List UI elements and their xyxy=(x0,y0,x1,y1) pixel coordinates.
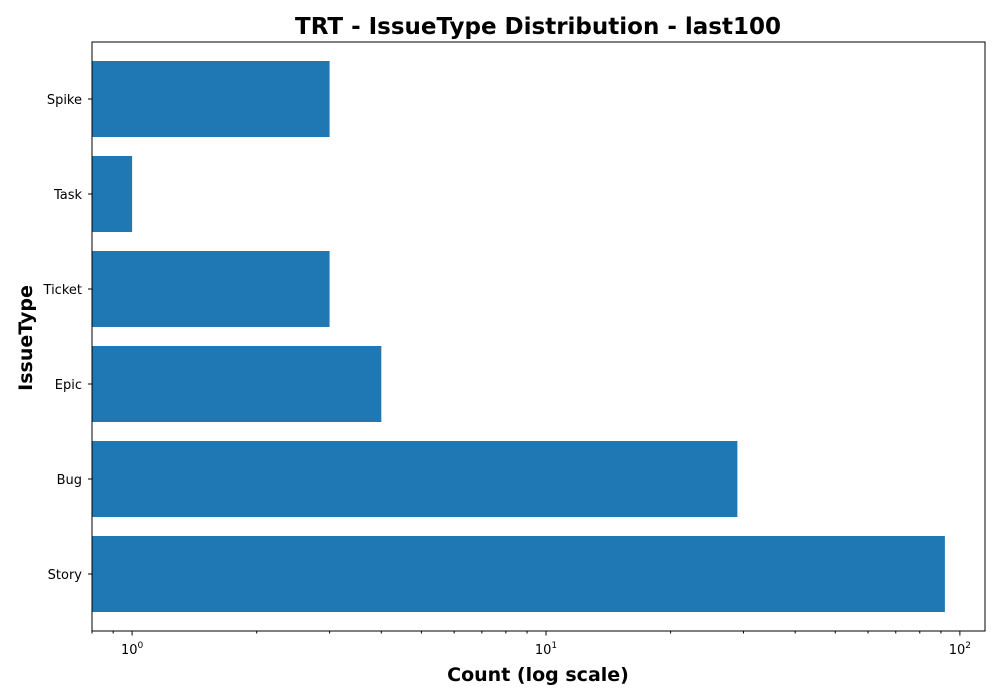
bar-bug xyxy=(92,441,738,517)
bar-task xyxy=(92,156,133,232)
y-tick-label-story: Story xyxy=(48,568,83,583)
x-tick-label-1: 101 xyxy=(535,641,557,658)
x-axis: 100 101 102 xyxy=(91,631,971,658)
bar-spike xyxy=(92,61,330,137)
x-axis-label: Count (log scale) xyxy=(447,664,629,686)
y-tick-label-bug: Bug xyxy=(57,473,82,488)
y-tick-label-task: Task xyxy=(53,188,83,203)
x-tick-label-0: 100 xyxy=(121,641,144,658)
y-tick-label-epic: Epic xyxy=(55,378,82,393)
x-tick-label-2: 102 xyxy=(949,641,971,658)
bar-ticket xyxy=(92,251,330,327)
plot-frame xyxy=(91,41,986,632)
bars xyxy=(92,61,945,612)
y-axis: Story Bug Epic Ticket Task Spike xyxy=(43,93,92,583)
y-tick-label-spike: Spike xyxy=(47,93,82,108)
bar-story xyxy=(92,536,945,612)
y-axis-label: IssueType xyxy=(15,285,37,391)
bar-epic xyxy=(92,346,382,422)
chart-title: TRT - IssueType Distribution - last100 xyxy=(295,14,781,40)
y-tick-label-ticket: Ticket xyxy=(43,283,82,298)
